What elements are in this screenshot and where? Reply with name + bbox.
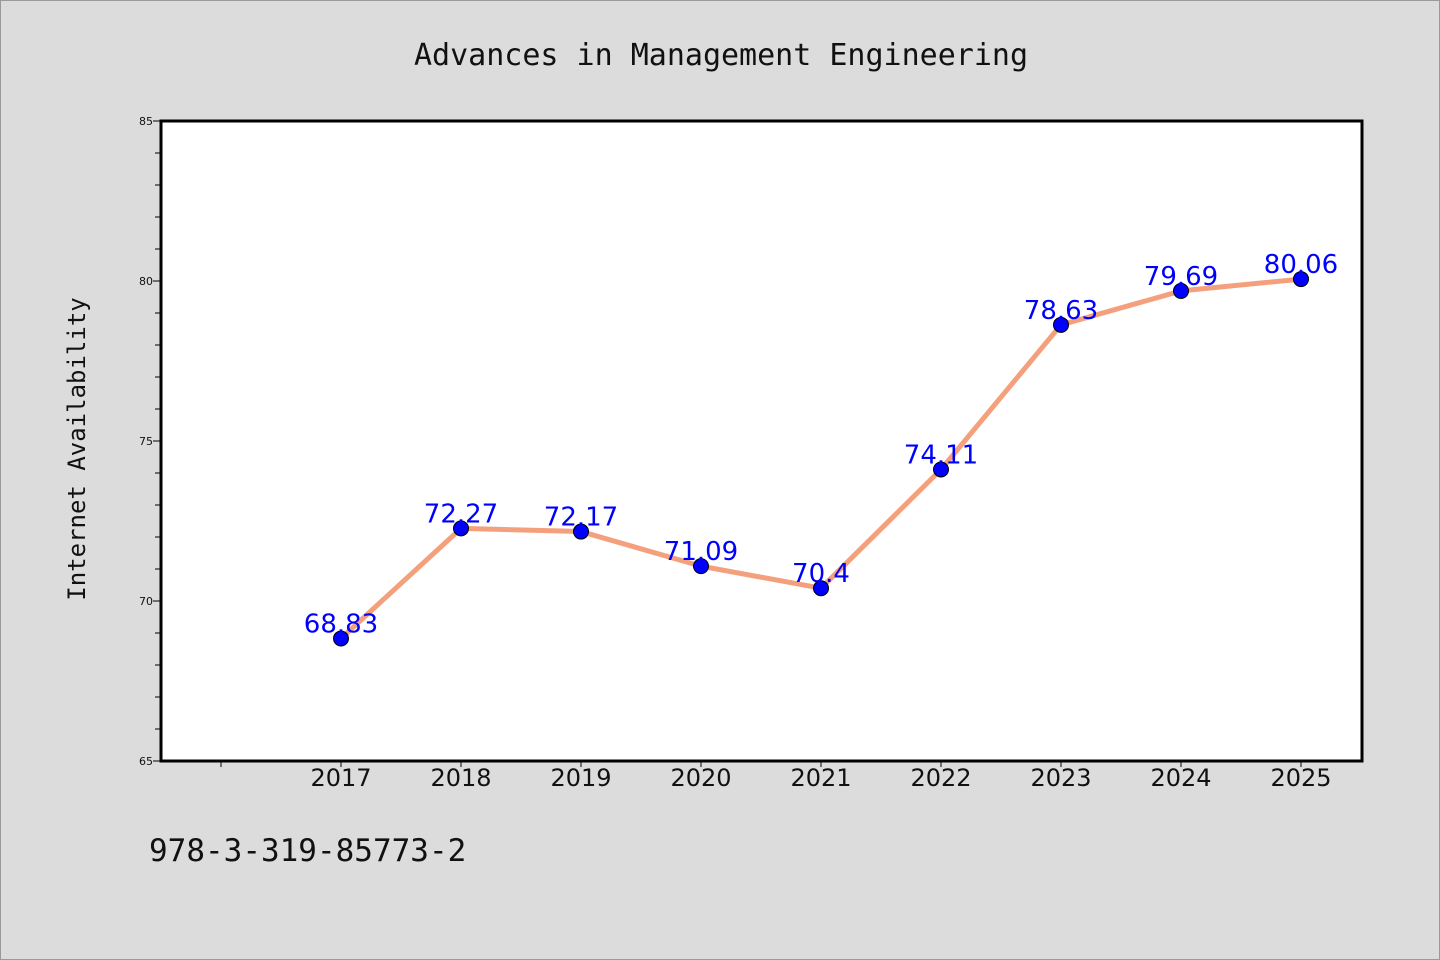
x-tick-label: 2020 bbox=[670, 764, 731, 792]
x-tick-label: 2021 bbox=[790, 764, 851, 792]
x-tick-label: 2017 bbox=[310, 764, 371, 792]
data-point-marker bbox=[693, 558, 709, 575]
data-point-marker bbox=[333, 630, 349, 647]
y-tick-label: 85 bbox=[139, 115, 153, 128]
data-point-label: 70.4 bbox=[792, 559, 850, 589]
x-tick-label: 2023 bbox=[1030, 764, 1091, 792]
series-line-group bbox=[333, 271, 1309, 647]
data-point-marker bbox=[573, 523, 589, 540]
data-point-label: 80.06 bbox=[1264, 250, 1338, 280]
data-point-marker bbox=[1053, 316, 1069, 333]
y-tick-label: 70 bbox=[139, 595, 153, 608]
axis-ticks: 65 70 75 80 85 2017 2018 2019 2020 2021 2022 2023 20… bbox=[139, 115, 1332, 792]
data-point-label: 68.83 bbox=[304, 609, 378, 639]
data-point-label: 74.11 bbox=[904, 440, 978, 470]
x-tick-label: 2022 bbox=[910, 764, 971, 792]
y-tick-label: 65 bbox=[139, 755, 153, 768]
data-point-marker bbox=[1173, 282, 1189, 299]
data-point-label: 71.09 bbox=[664, 537, 738, 567]
y-tick-label: 75 bbox=[139, 435, 153, 448]
data-point-label: 79.69 bbox=[1144, 262, 1218, 292]
x-tick-label: 2018 bbox=[430, 764, 491, 792]
y-tick-label: 80 bbox=[139, 275, 153, 288]
data-point-label: 78.63 bbox=[1024, 296, 1098, 326]
chart-title: Advances in Management Engineering bbox=[414, 38, 1028, 73]
data-point-marker bbox=[453, 520, 469, 537]
data-point-marker bbox=[813, 580, 829, 597]
data-point-label: 72.27 bbox=[424, 499, 498, 529]
data-point-label: 72.17 bbox=[544, 503, 618, 533]
isbn-text: 978-3-319-85773-2 bbox=[149, 833, 467, 869]
data-point-marker bbox=[933, 461, 949, 478]
data-labels: 68.83 72.27 72.17 71.09 70.4 74.11 78.63 79.69 8… bbox=[304, 250, 1338, 639]
x-tick-label: 2019 bbox=[550, 764, 611, 792]
x-tick-label: 2024 bbox=[1150, 764, 1211, 792]
plot-area bbox=[159, 119, 1364, 763]
y-axis-label: Internet Availability bbox=[63, 297, 91, 600]
x-tick-label: 2025 bbox=[1270, 764, 1331, 792]
data-point-marker bbox=[1293, 271, 1309, 288]
